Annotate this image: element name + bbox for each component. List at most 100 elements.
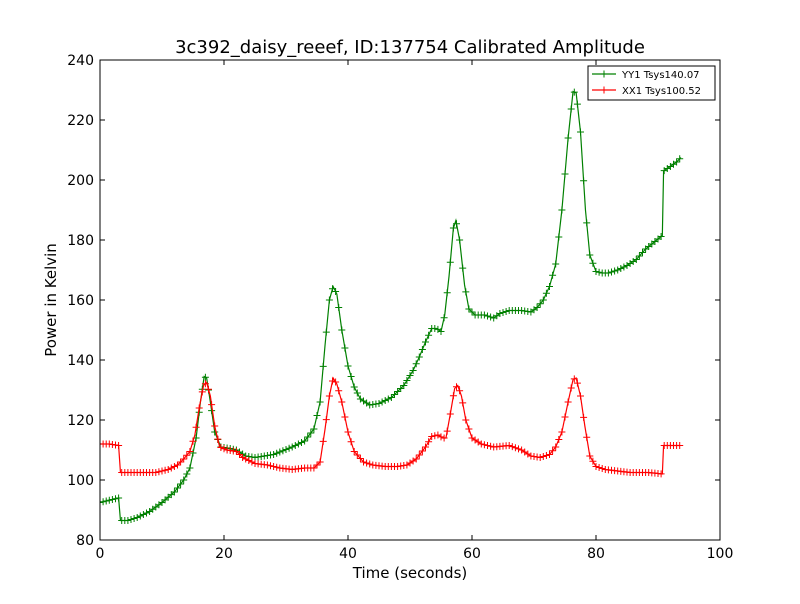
data-point: [161, 466, 169, 474]
data-point: [586, 251, 594, 259]
chart-title: 3c392_daisy_reeef, ID:137754 Calibrated …: [175, 37, 645, 58]
data-point: [189, 449, 197, 457]
data-point: [195, 404, 203, 412]
data-point: [130, 515, 138, 522]
data-point: [434, 431, 442, 439]
data-point: [403, 377, 411, 384]
data-point: [598, 465, 606, 472]
x-tick-label: 100: [707, 546, 734, 562]
data-point: [567, 384, 575, 392]
data-point: [552, 443, 560, 451]
data-point: [440, 434, 448, 442]
data-point: [208, 401, 216, 409]
data-point: [437, 433, 445, 441]
data-point: [555, 233, 563, 241]
data-point: [446, 410, 454, 418]
y-tick-label: 100: [67, 473, 94, 489]
data-point: [307, 429, 315, 437]
data-point: [313, 461, 321, 469]
data-point: [341, 344, 349, 352]
data-point: [635, 252, 643, 260]
data-point: [310, 425, 318, 433]
data-point: [332, 288, 340, 295]
x-tick-label: 80: [587, 546, 605, 562]
data-point: [614, 266, 622, 274]
data-point: [422, 443, 429, 451]
data-point: [394, 388, 402, 395]
data-point: [639, 249, 646, 256]
data-point: [577, 128, 584, 136]
data-point: [288, 443, 296, 451]
data-point: [589, 259, 597, 267]
data-point: [577, 392, 584, 400]
data-point: [657, 233, 665, 240]
data-point: [115, 442, 123, 449]
x-axis: 0 20 40 60 80 100: [96, 60, 734, 562]
data-point: [446, 258, 454, 266]
legend-marker: [600, 86, 608, 94]
data-point: [468, 308, 476, 316]
data-point: [347, 373, 355, 380]
data-point: [570, 88, 578, 96]
data-point: [108, 496, 116, 503]
data-point: [608, 268, 615, 276]
data-point: [453, 383, 460, 391]
data-point: [567, 105, 575, 113]
data-point: [431, 432, 439, 440]
data-point: [586, 452, 594, 460]
data-point: [186, 464, 194, 472]
data-point: [177, 458, 185, 466]
data-point: [201, 373, 209, 381]
data-point: [620, 263, 628, 271]
data-point: [549, 447, 557, 455]
data-point: [294, 440, 302, 448]
data-point: [465, 305, 473, 313]
data-point: [397, 385, 405, 392]
data-point: [387, 394, 395, 401]
data-point: [102, 497, 110, 505]
data-point: [325, 392, 333, 400]
data-point: [462, 288, 470, 296]
data-point: [487, 313, 495, 321]
data-point: [676, 155, 684, 163]
data-point: [381, 397, 389, 404]
data-point: [214, 435, 222, 443]
data-point: [139, 511, 147, 518]
data-point: [167, 464, 175, 472]
data-point: [276, 448, 284, 456]
y-tick-label: 220: [67, 113, 94, 129]
data-point: [465, 425, 473, 433]
data-point: [350, 448, 358, 455]
data-point: [189, 437, 197, 445]
data-point: [174, 461, 181, 469]
data-point: [183, 451, 191, 459]
data-point: [604, 269, 612, 277]
data-point: [412, 360, 420, 368]
data-point: [558, 428, 566, 436]
data-point: [344, 362, 352, 370]
data-point: [428, 433, 436, 440]
x-tick-label: 60: [463, 546, 481, 562]
data-point: [201, 380, 209, 388]
data-point: [431, 325, 439, 332]
data-point: [437, 328, 445, 335]
data-point: [409, 367, 417, 374]
series-1: [100, 88, 684, 524]
data-point: [422, 338, 429, 346]
data-point: [536, 300, 544, 308]
data-point: [412, 455, 420, 463]
data-point: [375, 400, 383, 407]
data-point: [301, 437, 309, 445]
data-point: [220, 445, 228, 453]
data-point: [285, 444, 293, 452]
data-point: [573, 100, 581, 108]
y-tick-label: 160: [67, 293, 94, 309]
y-tick-label: 140: [67, 353, 94, 369]
data-point: [267, 462, 274, 470]
data-point: [589, 457, 597, 465]
data-point: [236, 451, 243, 458]
data-point: [170, 463, 178, 470]
data-point: [611, 267, 619, 275]
data-point: [279, 447, 287, 455]
data-point: [270, 451, 278, 458]
